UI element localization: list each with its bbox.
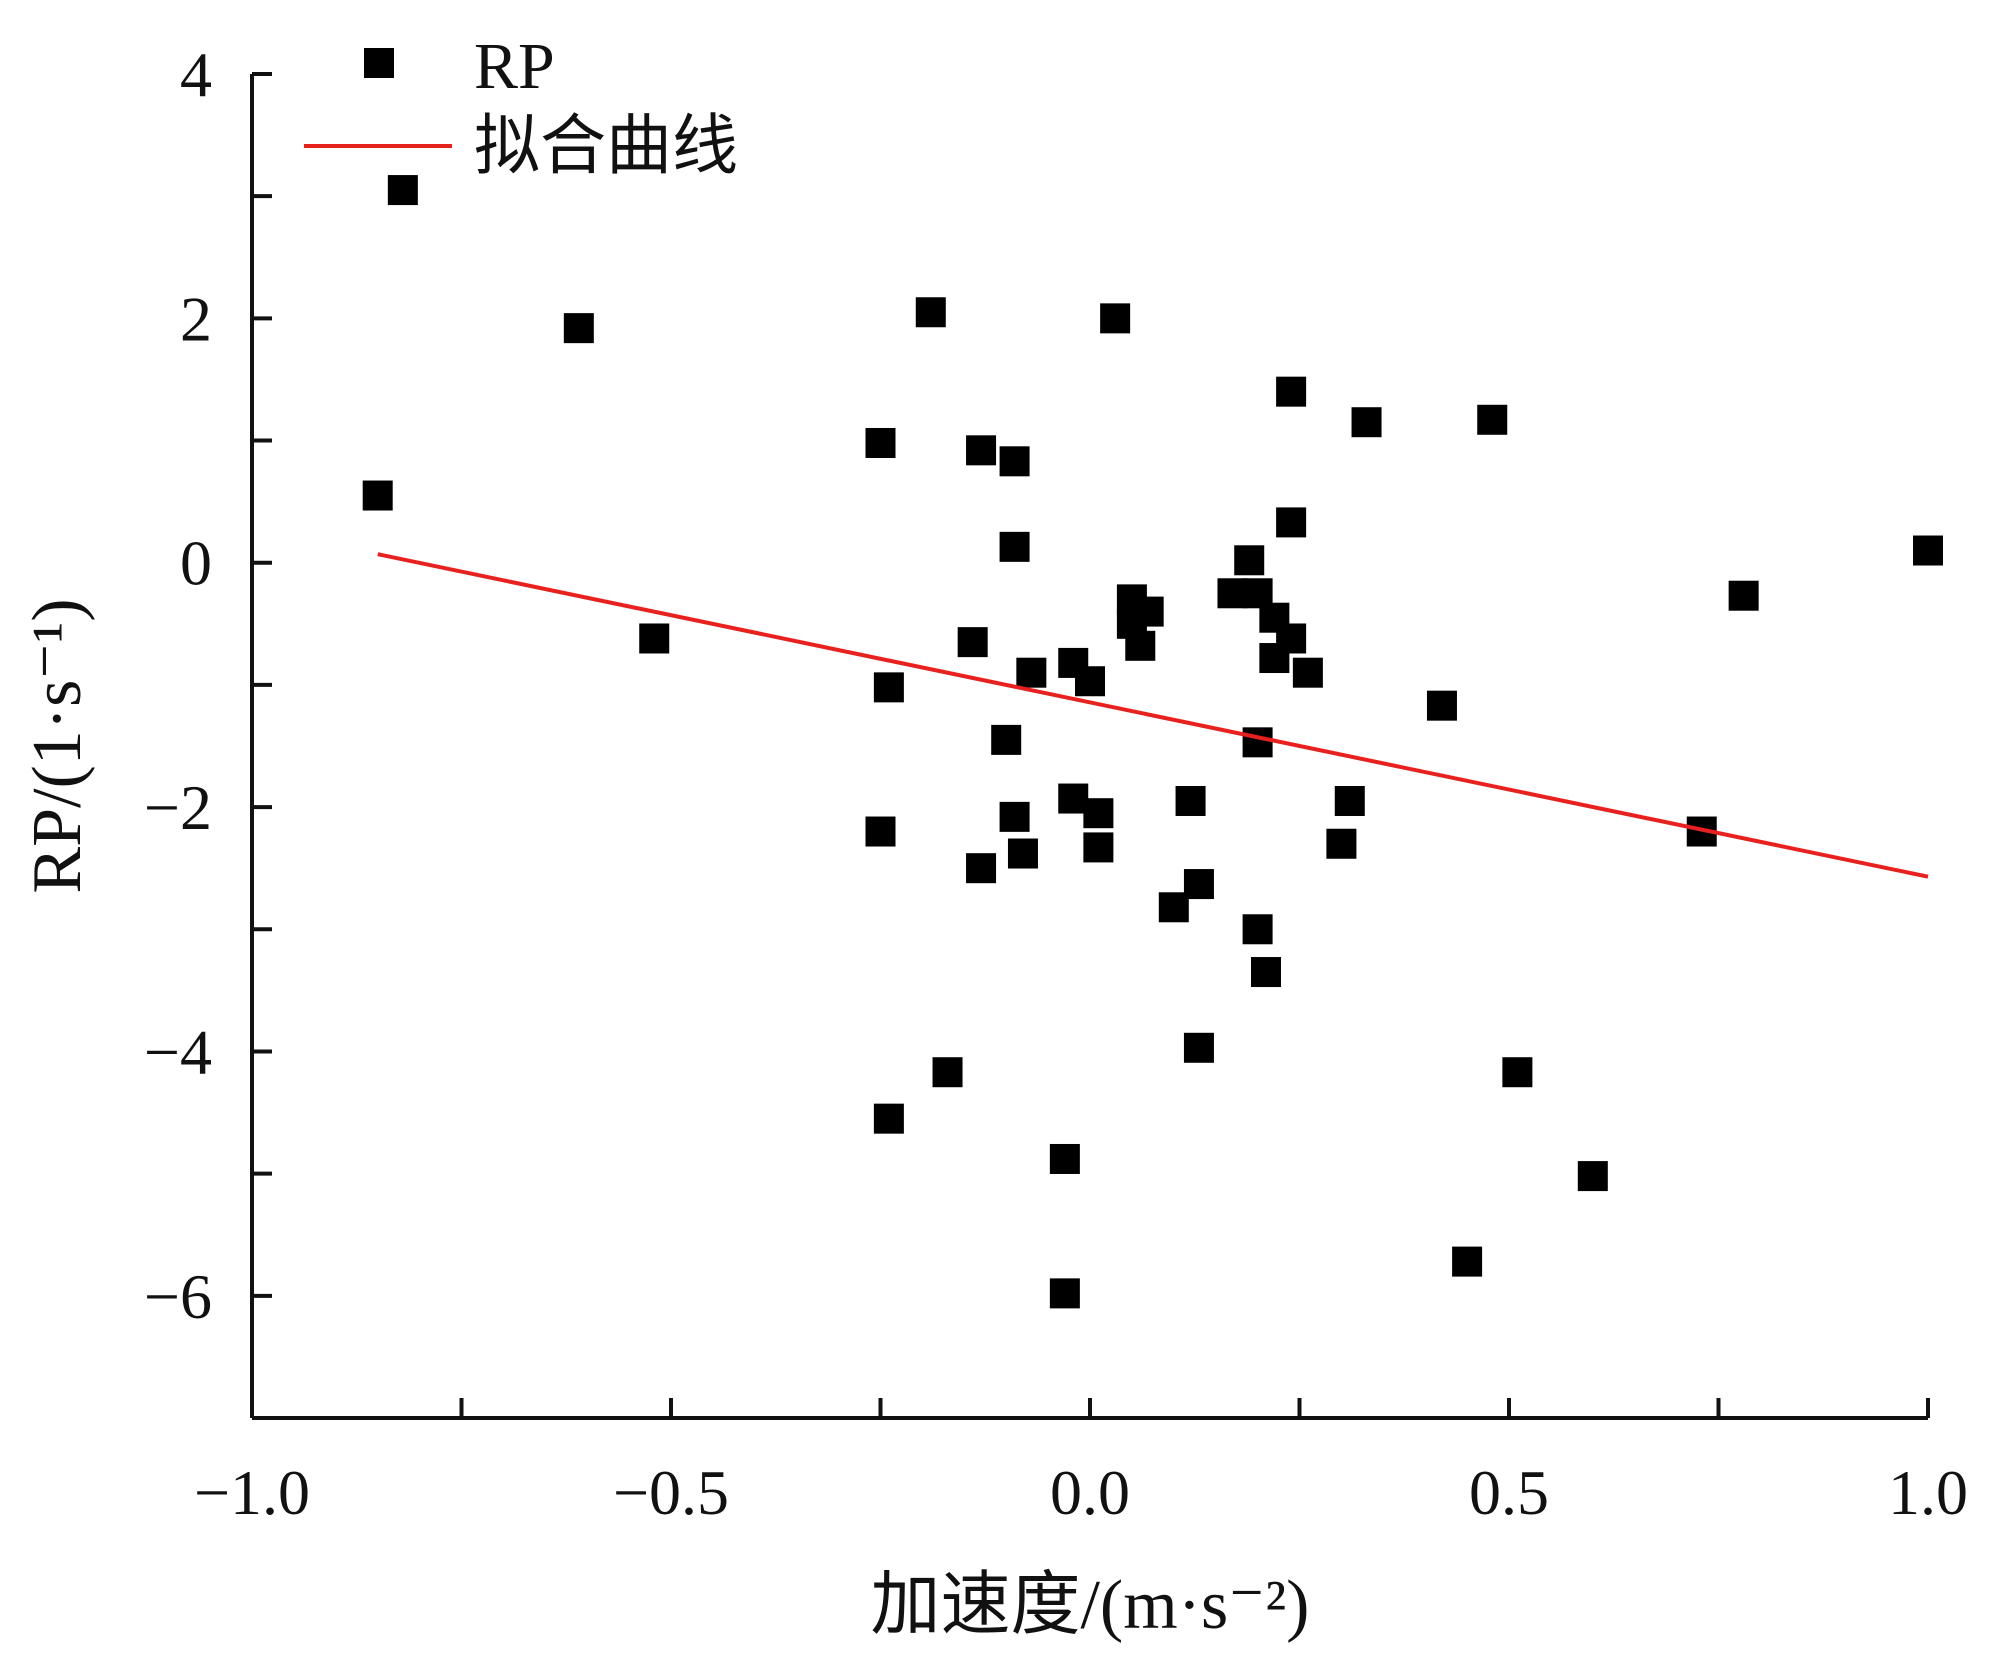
data-point [1183, 869, 1214, 900]
legend-label-fit: 拟合曲线 [474, 110, 738, 183]
data-point [1049, 1278, 1080, 1309]
data-point [1075, 666, 1105, 697]
data-point [1292, 657, 1323, 688]
data-point [1234, 545, 1265, 576]
x-tick-label: −0.5 [613, 1457, 729, 1528]
data-point [1913, 535, 1943, 566]
axes: −1.0 −0.5 0.0 0.5 1.0 −6 −4 −2 0 2 4 [144, 39, 1968, 1528]
y-tick-label: −2 [144, 772, 212, 843]
x-tick-label: 0.0 [1050, 1457, 1130, 1528]
data-point [957, 627, 988, 658]
data-point [1326, 828, 1357, 859]
data-point [873, 672, 904, 703]
plot-area [362, 175, 1943, 1309]
data-point [1250, 957, 1281, 988]
data-point [1242, 914, 1273, 945]
data-point [1058, 783, 1089, 814]
data-point [1502, 1057, 1533, 1088]
data-point [1125, 630, 1156, 661]
data-point [1133, 596, 1164, 627]
legend-marker-rp [364, 48, 394, 78]
data-point [999, 801, 1030, 832]
data-point [991, 724, 1022, 755]
y-tick-label: 4 [180, 39, 212, 110]
data-point [362, 480, 393, 511]
x-tick-label: 1.0 [1888, 1457, 1968, 1528]
y-tick-label: 2 [180, 283, 212, 354]
data-point [563, 313, 594, 344]
x-tick-label: −1.0 [194, 1457, 310, 1528]
data-point [639, 623, 670, 654]
data-point [1351, 407, 1382, 438]
x-axis-title: 加速度/(m·s⁻²) [870, 1567, 1309, 1644]
y-axis-title: RP/(1·s⁻¹) [19, 598, 96, 893]
data-point [865, 816, 896, 847]
data-point [1049, 1143, 1080, 1174]
data-point [865, 427, 896, 458]
data-point [1242, 727, 1273, 758]
legend-label-rp: RP [474, 30, 555, 103]
data-point [1728, 580, 1759, 611]
data-point [999, 446, 1030, 477]
data-point [1577, 1161, 1608, 1192]
data-point [966, 435, 997, 466]
data-point [1426, 690, 1457, 721]
data-point [1083, 832, 1114, 863]
data-point [1477, 404, 1508, 435]
data-point [1452, 1246, 1483, 1277]
data-point [873, 1103, 904, 1134]
data-point [1217, 578, 1248, 609]
y-tick-label: −6 [144, 1261, 212, 1332]
data-point [966, 853, 997, 884]
y-tick-label: −4 [144, 1016, 212, 1087]
data-point [1183, 1032, 1214, 1063]
data-point [1175, 785, 1206, 816]
y-tick-label: 0 [180, 528, 212, 599]
data-point [387, 175, 418, 206]
data-point [1276, 507, 1307, 538]
data-point [1016, 657, 1047, 688]
data-point [1276, 623, 1307, 654]
fit-line [377, 552, 1929, 879]
data-point [1100, 303, 1131, 334]
data-point [1083, 798, 1114, 829]
x-tick-label: 0.5 [1469, 1457, 1549, 1528]
data-point [1158, 892, 1189, 923]
data-point [999, 531, 1030, 562]
data-point [932, 1057, 963, 1088]
data-point [1007, 838, 1038, 869]
data-point [1334, 785, 1365, 816]
data-point [1276, 376, 1307, 407]
data-point [915, 297, 946, 328]
